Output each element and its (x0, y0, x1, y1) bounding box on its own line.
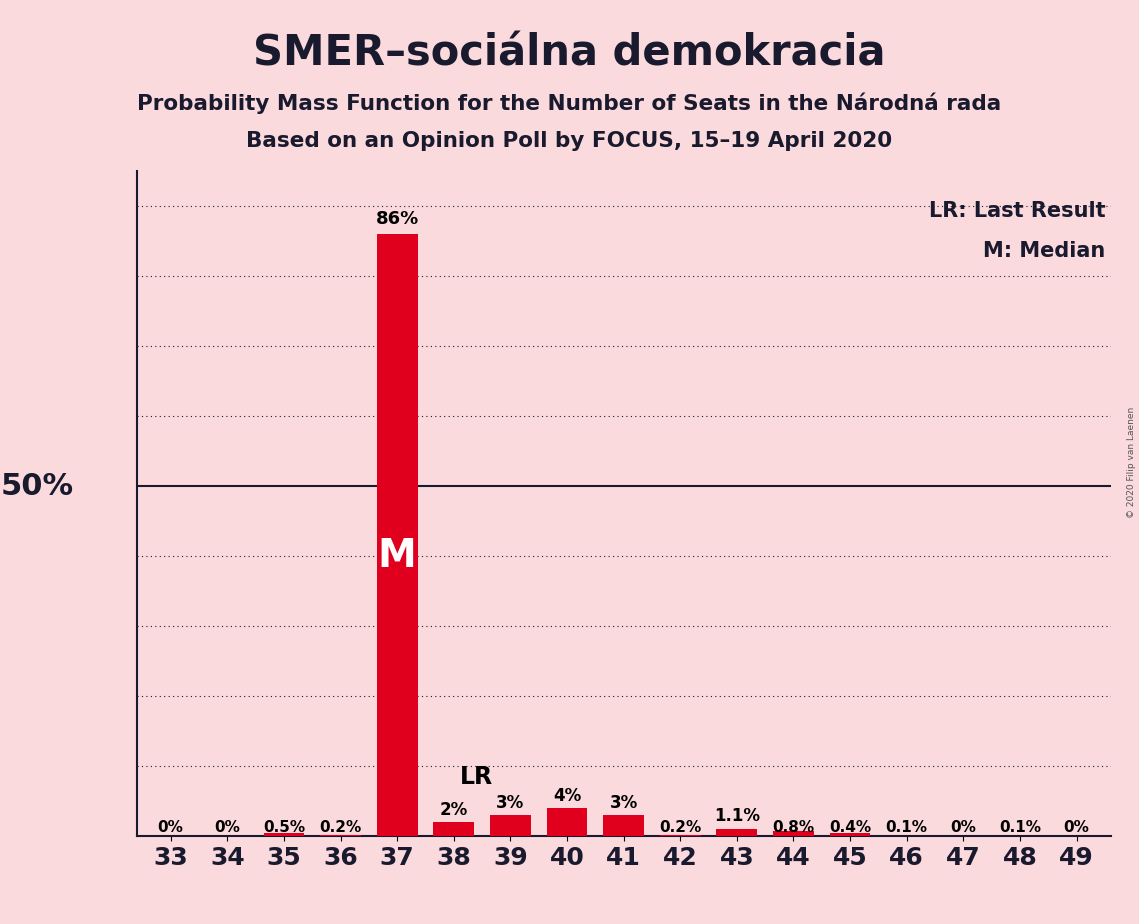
Bar (604, 815, 644, 836)
Text: © 2020 Filip van Laenen: © 2020 Filip van Laenen (1126, 407, 1136, 517)
Text: Probability Mass Function for the Number of Seats in the Národná rada: Probability Mass Function for the Number… (138, 92, 1001, 114)
Text: 0.5%: 0.5% (263, 821, 305, 835)
Text: 0%: 0% (214, 821, 240, 835)
Bar (659, 834, 700, 836)
Text: 0.8%: 0.8% (772, 821, 814, 835)
Text: LR: LR (459, 765, 492, 789)
Bar (716, 829, 757, 836)
Text: 0.1%: 0.1% (999, 821, 1041, 835)
Text: 3%: 3% (497, 794, 524, 811)
Text: 0.1%: 0.1% (886, 821, 927, 835)
Text: 0.4%: 0.4% (829, 821, 871, 835)
Bar (547, 808, 588, 836)
Text: 0.2%: 0.2% (659, 821, 702, 835)
Text: 3%: 3% (609, 794, 638, 811)
Text: M: Median: M: Median (983, 241, 1106, 261)
Text: SMER–sociálna demokracia: SMER–sociálna demokracia (253, 32, 886, 74)
Bar (490, 815, 531, 836)
Text: 0.2%: 0.2% (319, 821, 362, 835)
Bar (377, 234, 418, 836)
Text: 1.1%: 1.1% (714, 807, 760, 825)
Bar (433, 822, 474, 836)
Bar (263, 833, 304, 836)
Text: 0%: 0% (950, 821, 976, 835)
Text: 50%: 50% (0, 471, 73, 501)
Text: 0%: 0% (157, 821, 183, 835)
Text: 0%: 0% (1064, 821, 1090, 835)
Text: 86%: 86% (376, 211, 419, 228)
Text: LR: Last Result: LR: Last Result (929, 201, 1106, 221)
Text: 2%: 2% (440, 801, 468, 819)
Bar (829, 833, 870, 836)
Bar (773, 831, 814, 836)
Bar (320, 834, 361, 836)
Text: Based on an Opinion Poll by FOCUS, 15–19 April 2020: Based on an Opinion Poll by FOCUS, 15–19… (246, 131, 893, 152)
Text: M: M (378, 537, 417, 575)
Text: 4%: 4% (552, 786, 581, 805)
